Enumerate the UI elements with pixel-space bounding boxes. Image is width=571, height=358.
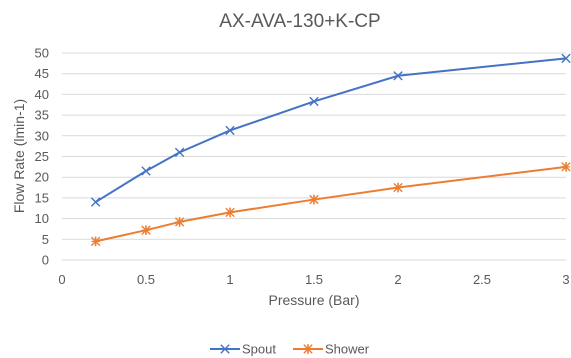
x-tick-label: 0.5 bbox=[137, 272, 155, 287]
legend-label: Spout bbox=[242, 342, 276, 357]
data-point-spout bbox=[393, 71, 403, 81]
legend-marker-shower bbox=[303, 344, 313, 354]
y-tick-label: 5 bbox=[42, 232, 49, 247]
series-line-shower bbox=[95, 165, 567, 243]
legend-marker-spout bbox=[220, 344, 230, 354]
legend-label: Shower bbox=[325, 342, 370, 357]
x-tick-label: 3 bbox=[562, 272, 569, 287]
x-tick-label: 2 bbox=[394, 272, 401, 287]
data-point-shower bbox=[309, 194, 319, 205]
x-axis-ticks: 0 0.5 1 1.5 2 2.5 3 bbox=[58, 272, 569, 287]
data-point-shower bbox=[141, 225, 151, 235]
y-tick-label: 20 bbox=[35, 170, 49, 185]
y-tick-label: 15 bbox=[35, 190, 49, 205]
legend-item-shower: Shower bbox=[293, 342, 370, 357]
data-point-spout bbox=[90, 197, 101, 207]
legend: Spout Shower bbox=[210, 342, 370, 357]
series-layer bbox=[90, 53, 571, 247]
data-point-shower bbox=[225, 207, 235, 218]
data-point-shower bbox=[90, 236, 101, 247]
x-axis-label: Pressure (Bar) bbox=[268, 292, 359, 308]
y-tick-label: 0 bbox=[42, 253, 49, 268]
legend-item-spout: Spout bbox=[210, 342, 276, 357]
data-point-shower bbox=[174, 217, 185, 227]
y-tick-label: 45 bbox=[35, 66, 49, 81]
data-point-spout bbox=[174, 147, 185, 158]
y-tick-label: 10 bbox=[35, 211, 49, 226]
x-tick-label: 1.5 bbox=[305, 272, 323, 287]
data-point-spout bbox=[225, 125, 235, 136]
y-tick-label: 25 bbox=[35, 149, 49, 164]
y-axis-label: Flow Rate (lmin-1) bbox=[11, 99, 27, 213]
y-tick-label: 50 bbox=[35, 46, 49, 61]
data-point-shower bbox=[561, 162, 571, 172]
y-tick-label: 35 bbox=[35, 108, 49, 123]
data-point-spout bbox=[141, 166, 151, 176]
data-point-spout bbox=[561, 53, 571, 64]
data-point-shower bbox=[393, 182, 403, 193]
series-line-spout bbox=[95, 57, 567, 203]
y-tick-label: 40 bbox=[35, 87, 49, 102]
x-tick-label: 1 bbox=[226, 272, 233, 287]
chart-title: AX-AVA-130+K-CP bbox=[219, 11, 380, 32]
gridlines bbox=[62, 52, 566, 261]
x-tick-label: 0 bbox=[58, 272, 65, 287]
x-tick-label: 2.5 bbox=[473, 272, 491, 287]
y-axis-ticks: 0 5 10 15 20 25 30 35 40 45 50 bbox=[35, 46, 49, 268]
y-tick-label: 30 bbox=[35, 128, 49, 143]
data-point-spout bbox=[309, 96, 319, 107]
